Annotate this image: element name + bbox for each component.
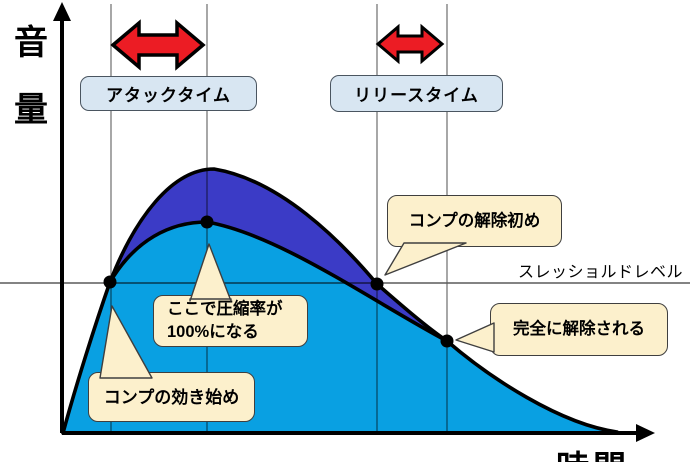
y-axis (53, 2, 71, 433)
marker-release-start (370, 277, 384, 291)
release-time-text: リリースタイム (354, 86, 479, 105)
callout-full-compression-text: ここで圧縮率が 100%になる (167, 300, 283, 341)
callout-release-complete: 完全に解除される (490, 303, 668, 356)
attack-time-text: アタックタイム (106, 86, 231, 105)
original-signal-curve (61, 167, 619, 435)
release-range-arrow-icon (375, 23, 445, 65)
y-axis-arrowhead (53, 2, 71, 21)
callout-compression-start: コンプの効き始め (88, 372, 255, 422)
marker-release-complete (440, 334, 454, 348)
compressed-signal-curve (108, 220, 449, 343)
x-axis-arrowhead (636, 424, 655, 442)
x-axis (62, 424, 655, 442)
attack-time-label: アタックタイム (80, 76, 257, 111)
marker-full-compression (200, 215, 214, 229)
marker-compression-start (103, 275, 117, 289)
callout-compression-start-text: コンプの効き始め (103, 387, 240, 407)
attack-range-arrow-icon (110, 19, 206, 71)
callout-release-start-text: コンプの解除初め (408, 211, 541, 230)
y-axis-label: 音 量 (14, 24, 48, 129)
original-signal-area (110, 169, 447, 341)
release-time-label: リリースタイム (330, 75, 503, 112)
x-axis-label: 時間 (556, 441, 630, 462)
callout-full-compression: ここで圧縮率が 100%になる (153, 295, 308, 347)
threshold-level-label: スレッショルドレベル (518, 264, 684, 281)
callout-release-complete-text: 完全に解除される (513, 320, 645, 338)
callout-release-start: コンプの解除初め (387, 195, 562, 247)
